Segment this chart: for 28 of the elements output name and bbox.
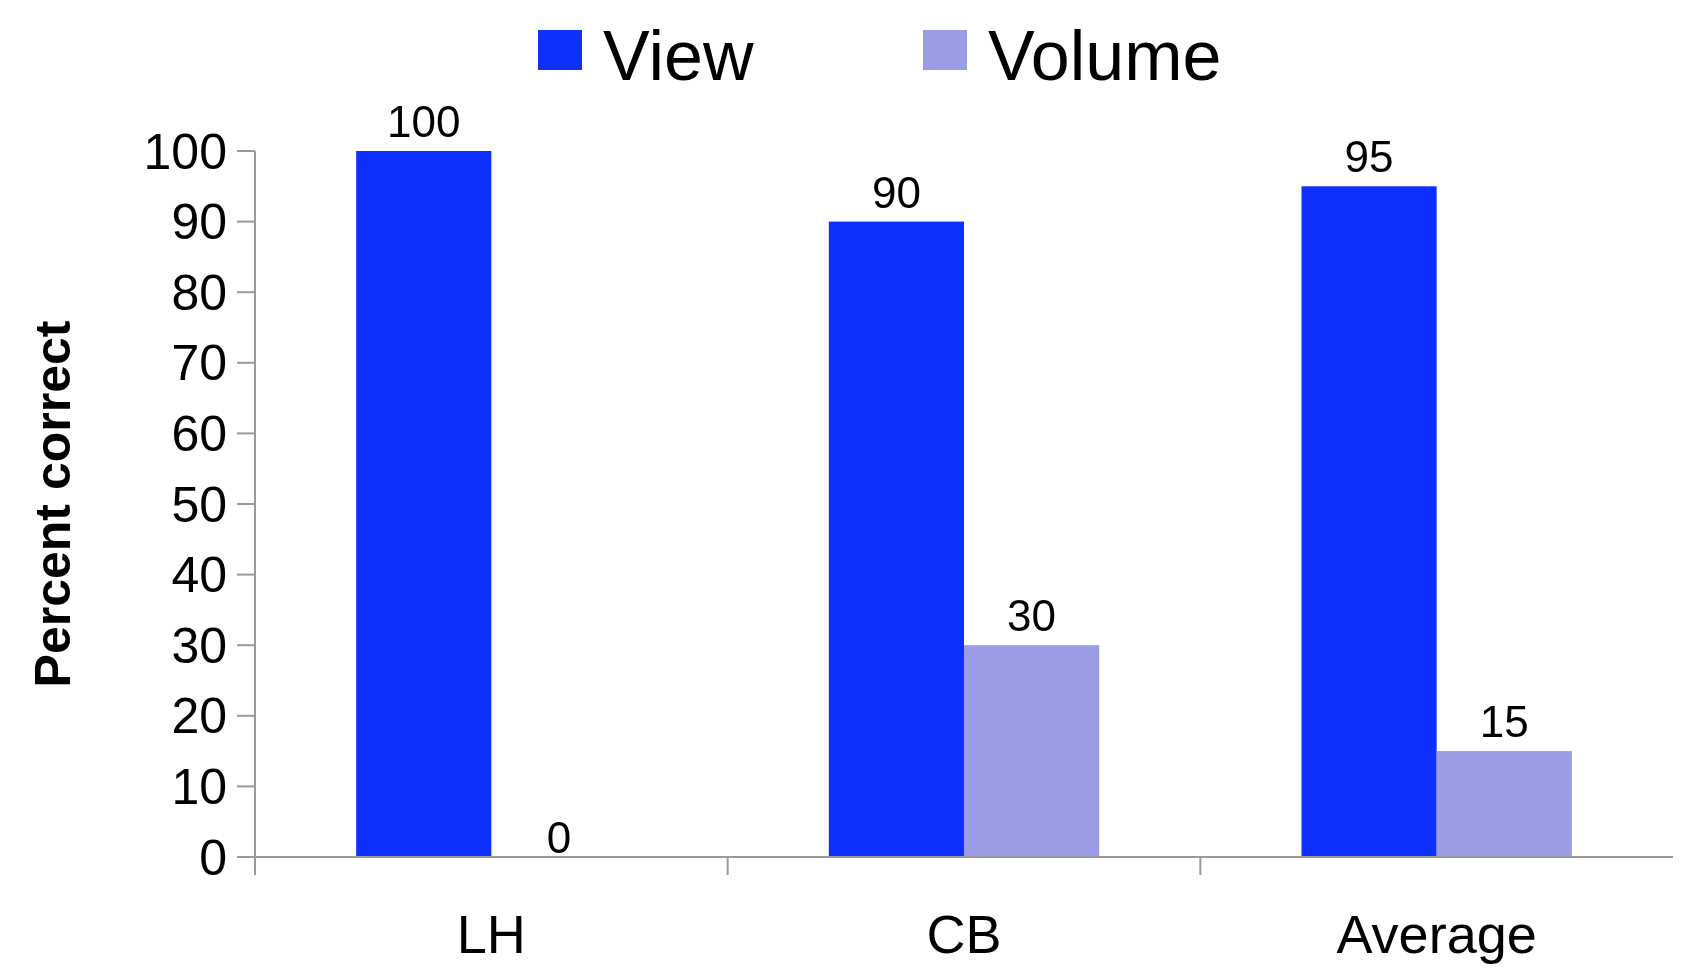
y-tick-label: 50 (171, 476, 227, 533)
y-tick-label: 70 (171, 335, 227, 392)
data-label: 0 (546, 813, 572, 862)
y-tick-label: 80 (171, 264, 227, 321)
y-tick-label: 100 (143, 123, 227, 180)
legend-label: View (603, 17, 754, 95)
bar (964, 645, 1100, 857)
legend-label: Volume (988, 17, 1222, 95)
x-tick-label: LH (456, 904, 526, 964)
y-tick-label: 90 (171, 194, 227, 251)
y-tick-label: 0 (199, 829, 227, 886)
bar (1436, 751, 1572, 857)
data-label: 15 (1479, 697, 1529, 747)
data-label: 90 (871, 167, 921, 217)
y-axis-title: Percent correct (25, 320, 81, 688)
y-tick-label: 10 (171, 758, 227, 815)
y-tick-label: 40 (171, 547, 227, 604)
x-tick-label: CB (926, 904, 1002, 964)
x-tick-label: Average (1336, 904, 1537, 964)
bar (828, 221, 964, 857)
bar (356, 151, 492, 857)
y-tick-label: 20 (171, 688, 227, 745)
data-label: 100 (387, 97, 461, 146)
data-label: 30 (1007, 591, 1057, 641)
data-label: 95 (1344, 132, 1394, 182)
bar (1301, 186, 1437, 857)
y-tick-label: 60 (171, 405, 227, 462)
y-tick-label: 30 (171, 617, 227, 674)
